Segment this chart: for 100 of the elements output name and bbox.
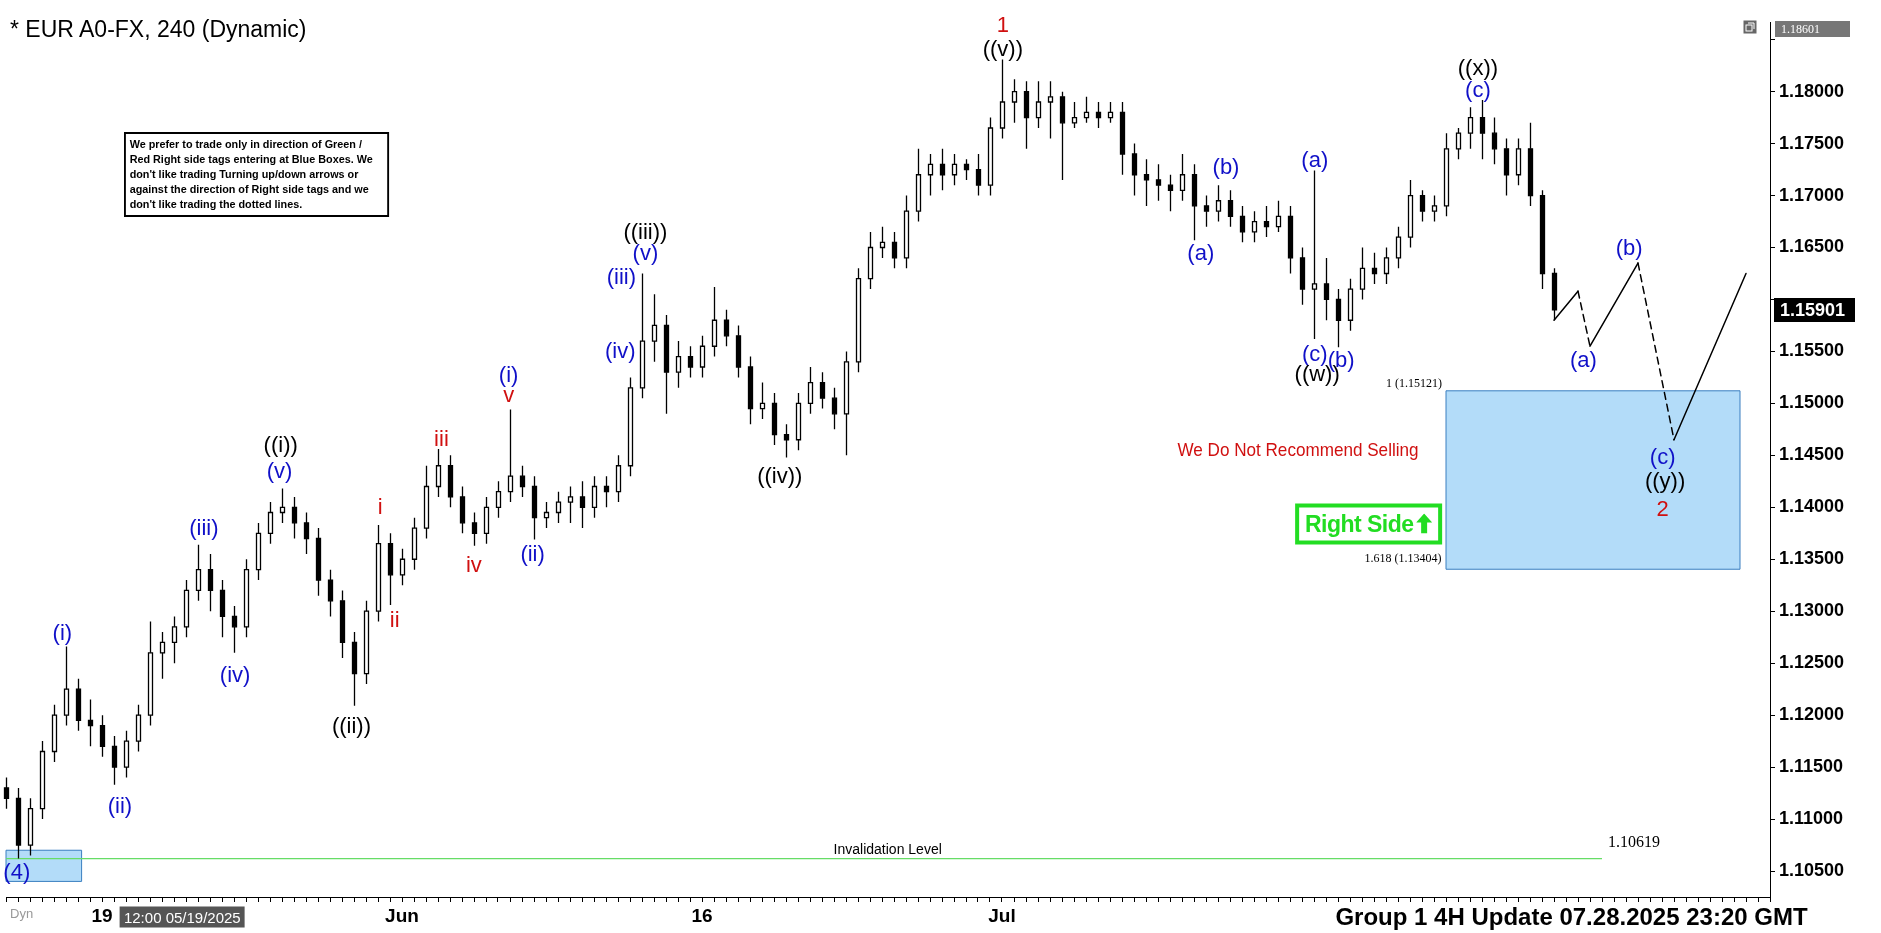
annotation: We prefer to trade only in direction of Green / Red Right side tags entering at Blue Boxes. We don't like trading Turning up/down arrows or against the direction of Right side tags and we don't like trading the dotted lines. [123, 131, 389, 217]
candlestick [1011, 78, 1018, 124]
annotation: Right Side [1294, 503, 1443, 545]
candlestick [795, 392, 802, 451]
text: Dyn [10, 905, 34, 921]
candlestick [711, 286, 718, 358]
candlestick [183, 579, 190, 638]
candlestick [1515, 137, 1522, 186]
text: 1.15901 [1774, 297, 1856, 322]
candlestick [1395, 226, 1402, 269]
annotation: (iv) [219, 662, 251, 688]
x-tick-label: 16 [691, 904, 713, 926]
annotation: ii [389, 607, 400, 633]
candlestick [1347, 278, 1354, 332]
annotation: i [377, 494, 383, 520]
x-tick-label: 19 [91, 904, 113, 926]
ref-line-label: Invalidation Level [833, 840, 942, 857]
annotation: iii [434, 426, 449, 452]
candlestick [1251, 210, 1258, 243]
annotation: (ii) [107, 793, 133, 819]
candlestick [1275, 200, 1282, 233]
y-tick-label: 1.14000 [1779, 496, 1845, 517]
annotation: (c) [1301, 340, 1328, 366]
annotation: (a) [1187, 240, 1215, 266]
annotation: ((i)) [263, 432, 298, 458]
candlestick [27, 797, 34, 857]
candlestick [591, 475, 598, 519]
annotation: (iii) [189, 514, 219, 540]
annotation: ((y)) [1644, 468, 1686, 494]
candlestick [951, 153, 958, 186]
annotation: (4) [3, 859, 31, 885]
candlestick [915, 148, 922, 223]
annotation: 1.10619 [1607, 832, 1660, 850]
y-tick-label: 1.11000 [1779, 808, 1844, 829]
candlestick [675, 340, 682, 389]
candlestick [699, 335, 706, 379]
y-tick-label: 1.14500 [1779, 444, 1845, 465]
y-tick-label: 1.18000 [1779, 80, 1845, 101]
candlestick [843, 350, 850, 456]
candlestick [879, 226, 886, 259]
annotation: 1 [996, 12, 1009, 38]
candlestick [435, 448, 442, 498]
candlestick [1443, 132, 1450, 217]
annotation: 2 [1656, 495, 1669, 521]
candlestick [399, 548, 406, 586]
candlestick [1083, 96, 1090, 124]
candlestick [1359, 246, 1366, 301]
annotation: 1.618 (1.13404) [1364, 550, 1442, 565]
annotation: ((iv)) [757, 463, 803, 489]
candlestick [807, 366, 814, 415]
annotation: (i) [52, 620, 73, 646]
candlestick [1047, 80, 1054, 140]
candlestick [195, 544, 202, 602]
candlestick [63, 645, 70, 727]
annotation: (b) [1212, 153, 1240, 179]
candlestick [543, 501, 550, 529]
candlestick [1467, 106, 1474, 150]
candlestick [1383, 246, 1390, 285]
y-tick-label: 1.13000 [1779, 600, 1845, 621]
candlestick [555, 491, 562, 524]
candlestick [411, 517, 418, 571]
candlestick [267, 501, 274, 545]
candlestick [483, 496, 490, 545]
candlestick [171, 615, 178, 664]
candlestick [1215, 184, 1222, 223]
x-tick-label: Jun [385, 904, 419, 926]
candlestick [615, 454, 622, 503]
y-tick-label: 1.12500 [1779, 652, 1845, 673]
annotation: (iii) [606, 264, 637, 290]
text: Group 1 4H Update 07.28.2025 23:20 GMT [1335, 902, 1808, 930]
annotation: iv [465, 552, 482, 578]
candlestick [627, 376, 634, 477]
y-tick-label: 1.12000 [1779, 704, 1845, 725]
candlestick [639, 272, 646, 399]
y-tick-label: 1.10500 [1779, 859, 1845, 880]
candlestick [987, 116, 994, 197]
y-tick-label: 1.15500 [1779, 340, 1845, 361]
annotation: (iv) [604, 338, 636, 364]
candlestick [1035, 80, 1042, 129]
candlestick [255, 522, 262, 581]
candlestick [159, 631, 166, 680]
candlestick [123, 730, 130, 779]
candlestick [423, 465, 430, 540]
band-label: 1 (1.15121) [1386, 375, 1442, 390]
y-tick-label: 1.13500 [1779, 548, 1845, 569]
annotation: (a) [1570, 346, 1597, 372]
candlestick [279, 487, 286, 524]
annotation: ((v)) [982, 36, 1024, 62]
candlestick [39, 740, 46, 820]
candlestick [1431, 194, 1438, 223]
candlestick [567, 485, 574, 524]
chart-title: * EUR A0-FX, 240 (Dynamic) [10, 16, 307, 42]
annotation: (ii) [520, 541, 545, 567]
y-tick-label: 1.15000 [1779, 392, 1845, 413]
y-tick-label: 1.16500 [1779, 236, 1845, 257]
annotation: (b) [1615, 235, 1643, 261]
candlestick [759, 381, 766, 420]
x-tick-label: Jul [988, 904, 1016, 926]
candlestick [135, 704, 142, 753]
annotation: ((ii)) [331, 712, 372, 738]
